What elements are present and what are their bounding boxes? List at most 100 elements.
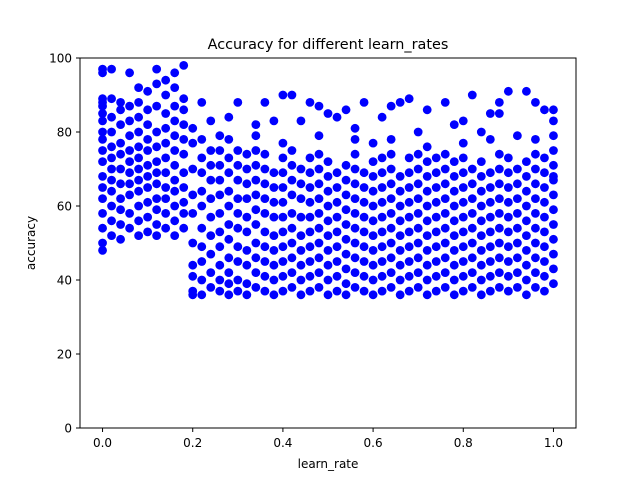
data-point [215, 131, 225, 141]
data-point [242, 194, 252, 204]
data-point [278, 271, 288, 281]
data-point [206, 231, 216, 241]
data-point [260, 179, 270, 189]
data-point [540, 271, 549, 281]
data-point [107, 127, 116, 137]
data-point [251, 146, 261, 155]
data-point [413, 253, 423, 263]
data-point [485, 183, 495, 192]
data-point [98, 127, 107, 137]
y-tick-label: 40 [57, 274, 72, 288]
data-point [278, 227, 288, 237]
data-point [458, 242, 468, 252]
data-point [143, 183, 153, 192]
data-point [531, 179, 540, 189]
data-point [170, 83, 180, 92]
data-point [431, 271, 441, 281]
data-point [125, 131, 134, 141]
x-tick-label: 0.8 [454, 436, 473, 450]
data-point [522, 246, 531, 255]
data-point [404, 94, 414, 104]
data-point [503, 286, 513, 296]
data-point [116, 234, 125, 244]
data-point [170, 231, 180, 241]
data-point [161, 194, 171, 204]
data-point [224, 220, 234, 229]
data-point [503, 227, 513, 237]
data-point [476, 157, 486, 167]
data-point [161, 109, 171, 118]
data-point [314, 268, 324, 277]
data-point [503, 183, 513, 192]
data-point [107, 64, 116, 74]
data-point [116, 179, 125, 189]
data-point [98, 146, 107, 155]
data-point [503, 242, 513, 252]
data-point [549, 160, 558, 170]
data-point [395, 186, 405, 196]
data-point [98, 172, 107, 181]
data-point [413, 268, 423, 277]
data-point [134, 175, 144, 185]
data-point [305, 242, 315, 252]
data-point [314, 164, 324, 174]
data-point [531, 209, 540, 218]
data-point [278, 183, 288, 192]
data-point [305, 197, 315, 207]
data-point [494, 253, 504, 263]
data-point [269, 231, 279, 241]
data-point [233, 194, 243, 204]
data-point [522, 157, 531, 167]
data-point [323, 246, 333, 255]
data-point [116, 205, 125, 215]
data-point [323, 260, 333, 270]
data-point [143, 160, 153, 170]
data-point [125, 101, 134, 111]
data-point [522, 275, 531, 285]
x-tick-label: 0.2 [183, 436, 202, 450]
data-point [134, 153, 144, 163]
data-point [404, 212, 414, 222]
x-tick-label: 0.4 [273, 436, 292, 450]
data-point [350, 238, 360, 248]
data-point [386, 164, 396, 174]
data-point [359, 242, 369, 252]
data-point [494, 109, 504, 118]
data-point [152, 205, 162, 215]
data-point [143, 197, 153, 207]
data-point [341, 290, 351, 300]
data-point [359, 197, 369, 207]
data-point [278, 257, 288, 266]
data-point [503, 197, 513, 207]
data-point [341, 249, 351, 259]
data-point [549, 264, 558, 274]
data-point [215, 175, 225, 185]
data-point [224, 112, 234, 122]
data-point [368, 246, 378, 255]
data-point [233, 175, 243, 185]
data-point [296, 179, 306, 189]
data-point [467, 164, 477, 174]
y-tick-label: 60 [57, 200, 72, 214]
data-point [431, 286, 441, 296]
data-point [179, 197, 189, 207]
data-point [350, 135, 360, 144]
data-point [224, 168, 234, 178]
data-point [251, 131, 261, 141]
data-point [161, 168, 171, 178]
data-point [549, 172, 558, 181]
data-point [522, 86, 531, 96]
data-point [305, 98, 315, 107]
data-point [251, 190, 261, 200]
data-point [512, 283, 522, 292]
data-point [179, 183, 189, 192]
data-point [188, 238, 198, 248]
data-point [332, 183, 342, 192]
data-point [179, 223, 189, 233]
data-point [458, 116, 468, 126]
y-tick-label: 80 [57, 126, 72, 140]
data-point [287, 238, 297, 248]
data-point [152, 220, 162, 229]
data-point [377, 227, 387, 237]
data-point [549, 146, 558, 155]
